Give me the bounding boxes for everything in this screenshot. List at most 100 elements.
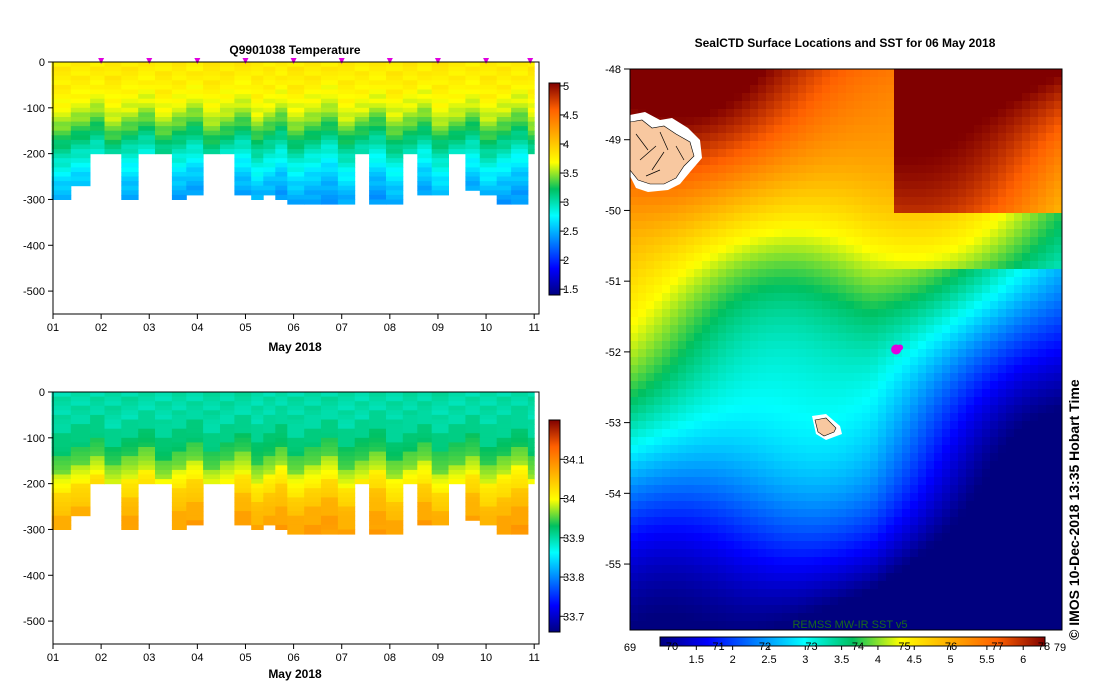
profile-cell: [51, 89, 72, 95]
sst-cell: [1022, 349, 1031, 358]
profile-cell: [234, 419, 252, 425]
sst-cell: [750, 309, 759, 318]
profile-cell: [511, 62, 529, 68]
profile-cell: [369, 94, 387, 100]
sst-cell: [1054, 437, 1062, 446]
profile-cell: [386, 181, 404, 187]
sst-cell: [990, 477, 999, 486]
sst-cell: [1030, 525, 1039, 534]
profile-cell: [354, 130, 370, 136]
profile-cell: [287, 515, 305, 521]
sst-cell: [1014, 77, 1023, 86]
sst-cell: [918, 133, 927, 142]
profile-cell: [386, 190, 404, 196]
sst-cell: [902, 517, 911, 526]
sst-cell: [662, 533, 671, 542]
sst-cell: [894, 517, 903, 526]
profile-cell: [417, 511, 433, 517]
sst-cell: [678, 181, 687, 190]
sst-cell: [630, 493, 639, 502]
sst-cell: [990, 341, 999, 350]
y-tick-label: -100: [23, 103, 45, 115]
sst-cell: [1054, 445, 1062, 454]
sst-cell: [686, 117, 695, 126]
profile-cell: [337, 456, 356, 462]
sst-cell: [854, 413, 863, 422]
sst-cell: [766, 277, 775, 286]
sst-cell: [854, 109, 863, 118]
sst-cell: [990, 501, 999, 510]
profile-cell: [496, 71, 512, 77]
sst-cell: [998, 309, 1007, 318]
profile-cell: [138, 410, 156, 416]
sst-cell: [734, 269, 743, 278]
sst-cell: [822, 77, 831, 86]
sst-cell: [814, 237, 823, 246]
sst-cell: [782, 405, 791, 414]
profile-cell: [287, 71, 305, 77]
sst-cell: [742, 245, 751, 254]
sst-cell: [710, 445, 719, 454]
sst-cell: [838, 389, 847, 398]
profile-cell: [402, 139, 418, 145]
sst-cell: [822, 493, 831, 502]
sst-cell: [918, 261, 927, 270]
profile-cell: [386, 130, 404, 136]
profile-cell: [121, 479, 139, 485]
sst-cell: [982, 277, 991, 286]
profile-cell: [234, 396, 252, 402]
sst-cell: [870, 101, 879, 110]
profile-cell: [203, 479, 221, 485]
sst-cell: [830, 325, 839, 334]
sst-cell: [1030, 85, 1039, 94]
sst-cell: [638, 397, 647, 406]
profile-cell: [527, 94, 535, 100]
sst-cell: [894, 101, 903, 110]
sst-cell: [910, 381, 919, 390]
sst-cell: [998, 533, 1007, 542]
profile-cell: [287, 414, 305, 420]
profile-cell: [386, 460, 404, 466]
sst-cell: [1054, 501, 1062, 510]
profile-cell: [203, 121, 221, 127]
profile-cell: [251, 149, 264, 155]
sst-cell: [958, 197, 967, 206]
sst-cell: [982, 101, 991, 110]
profile-cell: [417, 185, 433, 191]
profile-cell: [321, 524, 339, 530]
profile-cell: [203, 437, 221, 443]
sst-cell: [1038, 197, 1047, 206]
sst-cell: [774, 501, 783, 510]
sst-cell: [710, 293, 719, 302]
sst-cell: [990, 93, 999, 102]
profile-cell: [369, 130, 387, 136]
sst-cell: [958, 181, 967, 190]
sst-cell: [750, 317, 759, 326]
sst-cell: [926, 309, 935, 318]
sst-cell: [846, 309, 855, 318]
sst-cell: [870, 229, 879, 238]
profile-cell: [220, 433, 235, 439]
sst-cell: [662, 517, 671, 526]
sst-cell: [686, 469, 695, 478]
profile-cell: [417, 80, 433, 86]
sst-cell: [782, 261, 791, 270]
profile-cell: [431, 190, 449, 196]
sst-cell: [870, 69, 879, 78]
sst-cell: [766, 421, 775, 430]
profile-cell: [337, 149, 356, 155]
sst-cell: [990, 317, 999, 326]
sst-cell: [1006, 413, 1015, 422]
sst-cell: [678, 309, 687, 318]
sst-cell: [846, 509, 855, 518]
sst-cell: [774, 157, 783, 166]
profile-cell: [263, 139, 276, 145]
sst-cell: [726, 213, 735, 222]
sst-cell: [678, 509, 687, 518]
profile-cell: [337, 474, 356, 480]
sst-cell: [1046, 413, 1055, 422]
sst-cell: [966, 237, 975, 246]
sst-cell: [830, 213, 839, 222]
sst-cell: [806, 381, 815, 390]
sst-cell: [998, 493, 1007, 502]
